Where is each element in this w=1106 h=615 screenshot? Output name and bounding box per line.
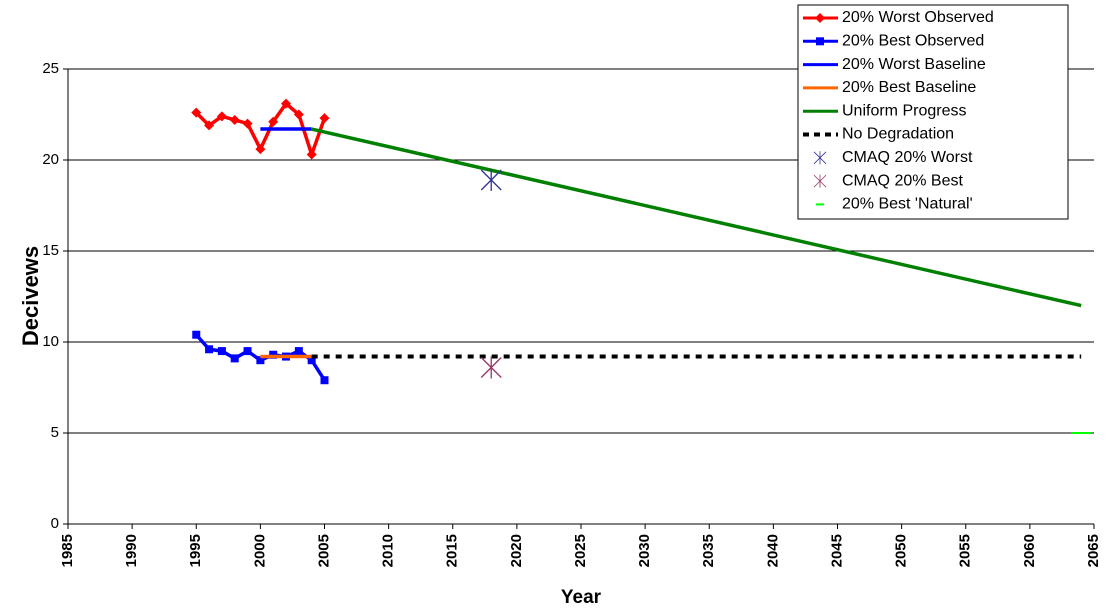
x-tick-label: 2065 <box>1085 534 1102 567</box>
legend-box <box>797 4 1069 220</box>
x-tick-label: 2035 <box>700 534 717 567</box>
marker <box>192 330 201 339</box>
x-tick-label: 2025 <box>572 534 589 567</box>
marker <box>269 350 278 359</box>
marker <box>216 111 227 122</box>
legend-marker <box>816 37 824 46</box>
legend-label: 20% Best 'Natural' <box>842 196 973 213</box>
legend-label: Uniform Progress <box>842 102 966 119</box>
x-tick-label: 1995 <box>187 534 204 567</box>
y-tick-label: 20 <box>42 151 59 168</box>
y-tick-label: 25 <box>42 60 59 77</box>
legend-marker <box>813 151 827 165</box>
marker <box>255 144 266 155</box>
x-tick-label: 2045 <box>828 534 845 567</box>
marker <box>205 345 214 354</box>
marker <box>217 347 226 356</box>
legend-label: CMAQ 20% Best <box>842 172 963 189</box>
y-tick-label: 10 <box>42 333 59 350</box>
legend-label: CMAQ 20% Worst <box>842 149 973 166</box>
marker <box>268 116 279 127</box>
x-tick-label: 2015 <box>444 534 461 567</box>
legend-marker <box>815 13 825 23</box>
x-tick-label: 2030 <box>636 534 653 567</box>
marker <box>307 356 316 365</box>
marker <box>281 98 292 109</box>
y-tick-label: 0 <box>51 515 59 532</box>
marker <box>293 109 304 120</box>
marker <box>480 169 502 192</box>
y-tick-label: 15 <box>42 242 59 259</box>
x-tick-label: 2060 <box>1021 534 1038 567</box>
y-axis-label: Decivews <box>18 246 43 346</box>
legend-label: 20% Best Observed <box>842 33 984 50</box>
x-axis-label: Year <box>561 587 602 608</box>
legend-label: 20% Worst Observed <box>842 9 994 26</box>
x-tick-label: 2010 <box>380 534 397 567</box>
legend-label: 20% Best Baseline <box>842 79 976 96</box>
legend-label: No Degradation <box>842 126 954 143</box>
legend-marker <box>813 174 827 188</box>
marker <box>230 354 239 363</box>
legend-label: 20% Worst Baseline <box>842 56 986 73</box>
marker <box>229 114 240 125</box>
marker <box>320 376 329 385</box>
marker <box>242 118 253 129</box>
marker <box>319 113 330 124</box>
series-line <box>311 127 1082 308</box>
marker <box>480 356 502 379</box>
x-tick-label: 1990 <box>123 534 140 567</box>
x-tick-label: 2055 <box>957 534 974 567</box>
x-tick-label: 2050 <box>893 534 910 567</box>
marker <box>306 149 317 160</box>
x-tick-label: 2020 <box>508 534 525 567</box>
y-tick-label: 5 <box>51 424 59 441</box>
marker <box>294 347 303 356</box>
marker <box>191 107 202 118</box>
x-tick-label: 2000 <box>251 534 268 567</box>
marker <box>256 356 265 365</box>
x-tick-label: 2005 <box>315 534 332 567</box>
x-tick-label: 2040 <box>764 534 781 567</box>
x-tick-label: 1985 <box>59 534 76 567</box>
marker <box>204 120 215 131</box>
marker <box>243 347 252 356</box>
